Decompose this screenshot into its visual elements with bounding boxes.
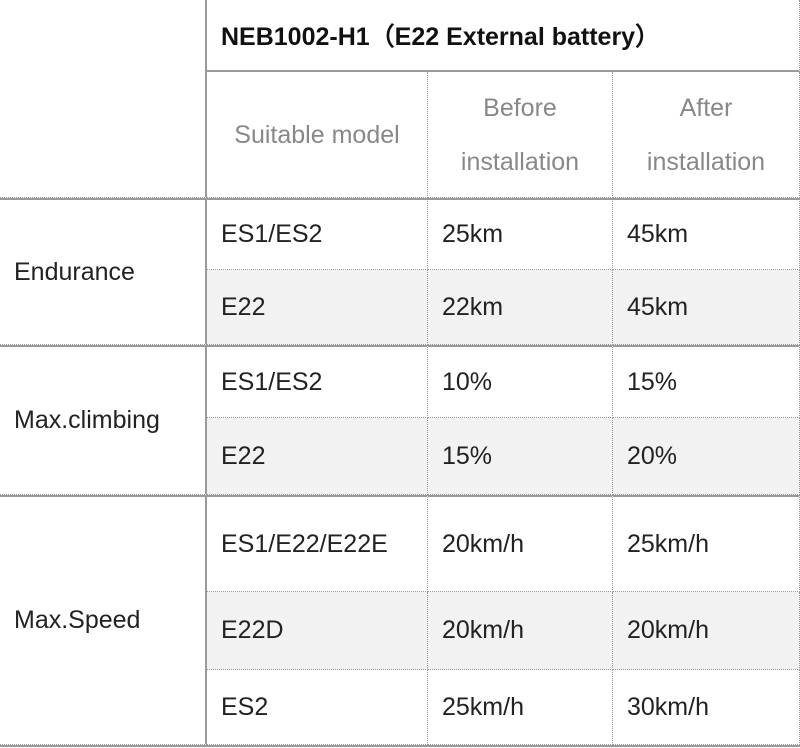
table-bottom-border [0,745,800,747]
table-cell-text: 15% [442,441,493,470]
table-cell: 25km/h [613,495,800,592]
table-cell-text: 45km [627,292,689,321]
table-cell: 20km/h [428,592,613,670]
table-cell: E22 [207,270,428,345]
table-cell: E22D [207,592,428,670]
table-cell-text: 25km/h [442,692,524,721]
column-header-text: Before installation [460,93,580,176]
column-header: After installation [613,72,800,198]
table-cell: 15% [613,345,800,418]
group-label: Endurance [0,198,207,345]
table-cell-text: 20km/h [442,529,524,558]
group-label-text: Max.Speed [14,606,141,634]
group-label-text: Endurance [14,257,135,286]
table-cell-text: E22 [221,441,266,470]
table-cell: 45km [613,270,800,345]
table-cell: ES1/E22/E22E [207,495,428,592]
table-cell-text: ES1/ES2 [221,220,323,248]
table-cell: 30km/h [613,670,800,745]
table-cell-text: ES2 [221,692,269,721]
column-header-text: Suitable model [234,120,400,149]
table-cell: 10% [428,345,613,418]
table-cell-text: 25km/h [627,529,709,558]
column-header: Suitable model [207,72,428,198]
table-cell-text: 22km [442,292,504,321]
table-cell-text: 30km/h [627,692,709,721]
table-cell: ES1/ES2 [207,345,428,418]
table-cell: 22km [428,270,613,345]
table-cell-text: E22 [221,292,266,321]
table-cell: E22 [207,418,428,495]
table-cell: 15% [428,418,613,495]
table-cell-text: ES1/E22/E22E [221,529,388,558]
table-cell-text: 15% [627,367,678,396]
table-title-text: NEB1002-H1（E22 External battery） [221,23,661,51]
table-cell: 20km/h [613,592,800,670]
group-label-text: Max.climbing [14,406,160,434]
table-cell-text: E22D [221,616,284,644]
table-cell-text: ES1/ES2 [221,367,323,396]
group-label: Max.climbing [0,345,207,495]
table-cell: ES1/ES2 [207,198,428,270]
column-header: Before installation [428,72,613,198]
table-cell: 20km/h [428,495,613,592]
table-cell-text: 10% [442,367,493,396]
table-cell: 45km [613,198,800,270]
table-cell: 25km/h [428,670,613,745]
corner [0,0,207,198]
table-title: NEB1002-H1（E22 External battery） [207,0,800,72]
table-cell-text: 20km/h [627,616,709,644]
group-label: Max.Speed [0,495,207,745]
table-cell: 20% [613,418,800,495]
table-cell: ES2 [207,670,428,745]
column-header-text: After installation [646,93,766,176]
table-cell-text: 45km [627,220,689,248]
table-cell: 25km [428,198,613,270]
table-cell-text: 25km [442,220,504,248]
table-cell-text: 20km/h [442,616,524,644]
table-cell-text: 20% [627,441,678,470]
